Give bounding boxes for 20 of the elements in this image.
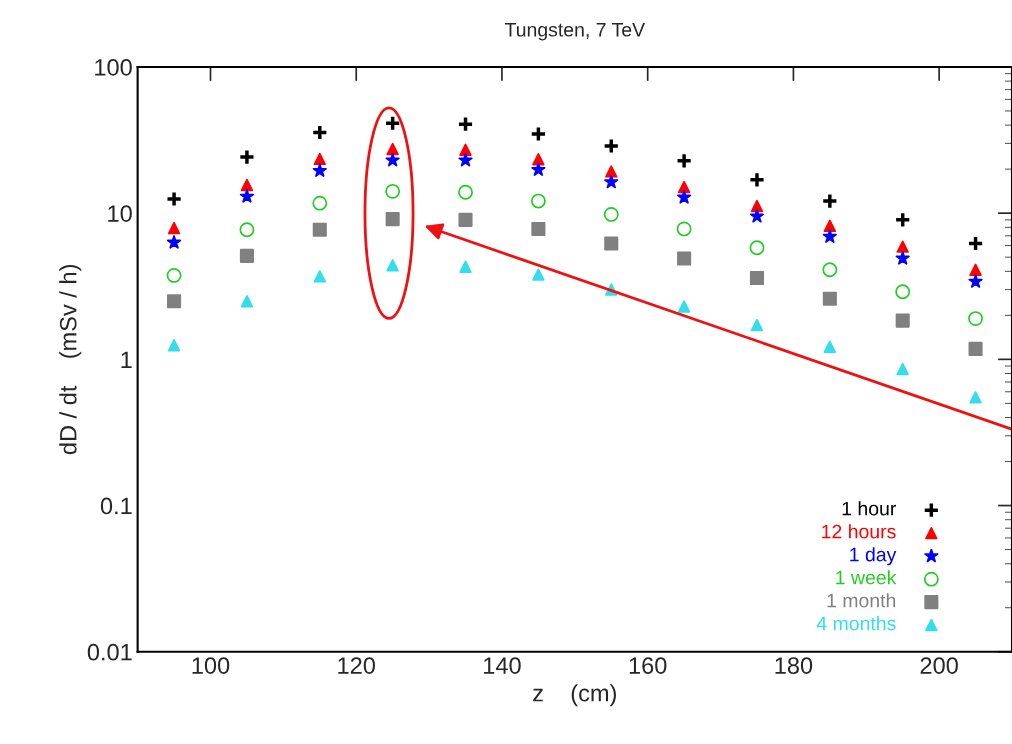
- legend-label: 4 months: [816, 616, 896, 631]
- x-tick-label: 120: [338, 657, 375, 674]
- y-axis-title: dD / dt (mSv / h): [59, 265, 82, 455]
- x-axis-title: z (cm): [533, 684, 616, 707]
- legend-label: 1 day: [850, 547, 897, 566]
- x-tick-label: 200: [920, 657, 958, 674]
- legend-label: 1 month: [827, 593, 896, 608]
- x-tick-label: 180: [775, 657, 813, 674]
- y-tick-label: 1: [121, 351, 132, 368]
- x-tick-label: 160: [629, 657, 667, 674]
- y-tick-label: 0.1: [100, 497, 132, 515]
- y-tick-label: 0.01: [87, 643, 132, 661]
- y-tick-label: 10: [108, 205, 132, 222]
- legend-label: 12 hours: [822, 524, 896, 539]
- legend-label: 1 hour: [842, 501, 897, 516]
- legend-label: 1 week: [836, 570, 897, 585]
- x-tick-label: 100: [192, 657, 230, 674]
- x-tick-label: 140: [484, 657, 521, 674]
- y-tick-label: 100: [95, 59, 132, 76]
- chart-title: Tungsten, 7 TeV: [505, 23, 645, 41]
